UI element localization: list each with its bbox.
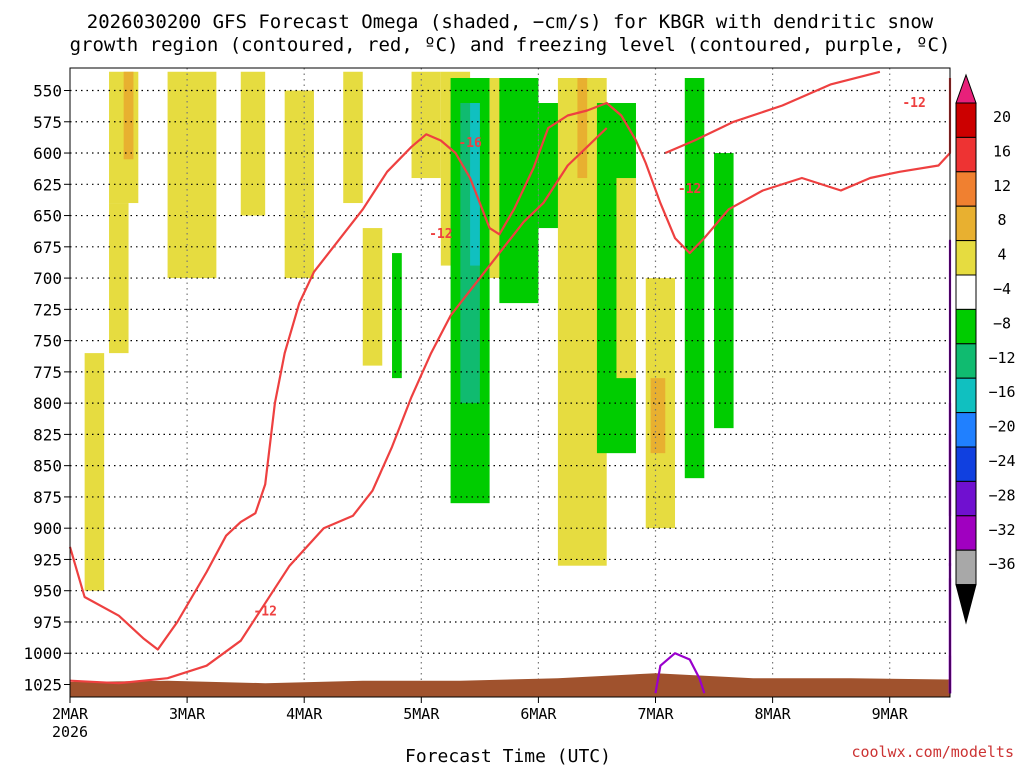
colorbar-label-7: −12: [988, 349, 1015, 367]
y-tick-label-600: 600: [33, 144, 62, 163]
colorbar-top-arrow: [955, 73, 977, 104]
omega-region-5: [240, 71, 266, 216]
x-tick-label-3MAR: 3MAR: [169, 705, 206, 723]
x-tick-label-2MAR: 2MAR: [52, 705, 89, 723]
colorbar-box-6: [955, 308, 977, 345]
x-axis-label: Forecast Time (UTC): [405, 746, 611, 767]
y-tick-label-650: 650: [33, 207, 62, 226]
omega-region-23: [684, 78, 705, 479]
omega-shading: [84, 71, 734, 591]
y-tick-label-550: 550: [33, 82, 62, 101]
colorbar-label-11: −28: [988, 486, 1015, 504]
y-tick-label-825: 825: [33, 425, 62, 444]
omega-region-24: [392, 253, 402, 379]
colorbar-box-5: [955, 274, 977, 310]
x-tick-label-9MAR: 9MAR: [872, 705, 909, 723]
contour-labels: -16-12-12-12-120000: [253, 96, 925, 620]
colorbar-box-13: [955, 549, 977, 586]
contour-dgz-red-lower: [69, 127, 608, 685]
y-tick-label-900: 900: [33, 519, 62, 538]
contour-label-0: -16: [458, 136, 482, 151]
colorbar-label-5: −4: [993, 280, 1011, 298]
colorbar-box-4: [955, 240, 977, 276]
colorbar-label-10: −24: [988, 452, 1015, 470]
colorbar-box-8: [955, 377, 977, 414]
colorbar-box-10: [955, 446, 977, 482]
colorbar-label-0: 20: [993, 108, 1011, 126]
colorbar-label-8: −16: [988, 383, 1015, 401]
contour-label-2: -12: [678, 182, 701, 197]
omega-region-15: [499, 78, 539, 304]
chart-title-line-1: 2026030200 GFS Forecast Omega (shaded, −…: [87, 11, 934, 33]
colorbar-label-4: 4: [997, 246, 1006, 264]
omega-region-9: [411, 71, 441, 179]
y-tick-label-975: 975: [33, 613, 62, 632]
y-tick-label-575: 575: [33, 113, 62, 132]
colorbar-label-6: −8: [993, 314, 1011, 332]
omega-region-1: [123, 71, 134, 160]
colorbar-label-2: 12: [993, 177, 1011, 195]
contour-dgz-red-top: [664, 70, 881, 155]
colorbar-box-7: [955, 343, 977, 379]
colorbar-bottom-arrow: [955, 584, 977, 625]
y-tick-label-850: 850: [33, 457, 62, 476]
contour-label-1: -12: [429, 227, 452, 242]
x-tick-label-7MAR: 7MAR: [637, 705, 674, 723]
plot-frame: [69, 67, 951, 698]
y-tick-label-1025: 1025: [23, 675, 62, 694]
terrain-surface: [70, 653, 950, 697]
omega-region-3: [84, 353, 105, 591]
omega-region-22: [650, 378, 666, 454]
terrain-fill: [70, 653, 950, 697]
y-tick-label-750: 750: [33, 332, 62, 351]
contour-label-3: -12: [902, 96, 925, 111]
colorbar: 20 16 12 8 4 −4 −8 −12 −16 −20 −24 −28 −32 −36: [955, 73, 1016, 625]
y-tick-label-925: 925: [33, 550, 62, 569]
x-axis-ticks: 2MAR 3MAR 4MAR 5MAR 6MAR 7MAR 8MAR 9MAR: [52, 697, 909, 723]
colorbar-box-11: [955, 480, 977, 517]
omega-region-6: [284, 90, 314, 279]
y-tick-label-1000: 1000: [23, 644, 62, 663]
contour-freezing-purple-1: [654, 652, 706, 694]
colorbar-box-1: [955, 136, 977, 173]
y-axis-ticks: 550 575 600 625 650 675 700 725 750 775 800 825 850 8…: [23, 82, 70, 694]
colorbar-box-0: [955, 102, 977, 138]
y-tick-label-950: 950: [33, 582, 62, 601]
omega-region-7: [343, 71, 363, 204]
colorbar-box-2: [955, 171, 977, 207]
colorbar-box-9: [955, 412, 977, 448]
colorbar-label-12: −32: [988, 521, 1015, 539]
omega-region-8: [362, 228, 383, 366]
colorbar-label-9: −20: [988, 418, 1015, 436]
colorbar-box-12: [955, 515, 977, 551]
y-tick-label-725: 725: [33, 300, 62, 319]
omega-region-18: [577, 78, 588, 179]
y-tick-label-775: 775: [33, 363, 62, 382]
x-tick-label-5MAR: 5MAR: [403, 705, 440, 723]
x-tick-label-4MAR: 4MAR: [286, 705, 323, 723]
omega-region-4: [109, 203, 129, 354]
y-tick-label-675: 675: [33, 238, 62, 257]
y-tick-label-700: 700: [33, 269, 62, 288]
colorbar-label-1: 16: [993, 142, 1011, 160]
y-tick-label-875: 875: [33, 488, 62, 507]
chart-title-line-2: growth region (contoured, red, ºC) and f…: [70, 34, 951, 56]
credit-text: coolwx.com/modelts: [851, 743, 1014, 761]
x-axis-year-label: 2026: [52, 723, 88, 741]
colorbar-label-3: 8: [997, 211, 1006, 229]
omega-region-2: [167, 71, 217, 279]
y-tick-label-800: 800: [33, 394, 62, 413]
plot-area: -16-12-12-12-120000: [68, 67, 952, 698]
omega-region-25: [714, 153, 734, 429]
y-tick-label-625: 625: [33, 175, 62, 194]
x-tick-label-8MAR: 8MAR: [755, 705, 792, 723]
colorbar-box-3: [955, 205, 977, 242]
colorbar-label-13: −36: [988, 555, 1015, 573]
omega-region-13: [470, 103, 480, 266]
contour-label-4: -12: [253, 605, 276, 620]
x-tick-label-6MAR: 6MAR: [520, 705, 557, 723]
